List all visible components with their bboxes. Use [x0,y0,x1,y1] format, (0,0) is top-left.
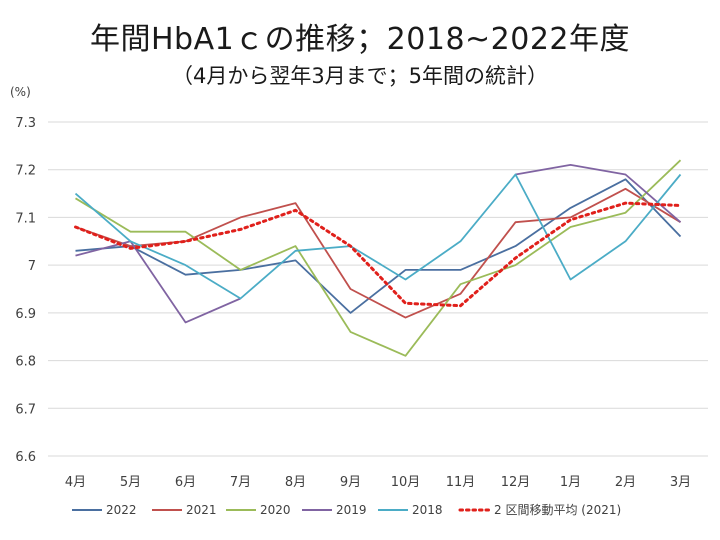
x-tick-label: 4月 [65,475,86,490]
series-line [75,187,681,319]
y-axis-unit: (%) [10,85,31,99]
y-tick-labels: 6.6 6.7 6.8 6.9 7 7.1 7.2 7.3 [15,116,36,465]
legend-label: 2018 [412,503,443,517]
chart-title: 年間HbA1ｃの推移；2018~2022年度 [89,22,631,57]
y-tick-label: 7.1 [15,211,36,226]
x-tick-label: 12月 [501,475,531,490]
legend-label: 2022 [106,503,137,517]
series-line [74,201,682,308]
legend: 2022 2021 2020 2019 2018 2 区間移動平均 (2021) [72,503,621,517]
x-tick-label: 2月 [615,475,636,490]
y-tick-label: 6.9 [15,307,36,322]
y-tick-label: 7.3 [15,116,36,131]
series-line [75,240,241,324]
x-tick-label: 10月 [391,475,421,490]
chart-subtitle: （4月から翌年3月まで；5年間の統計） [171,64,549,88]
x-tick-label: 8月 [285,475,306,490]
legend-label: 2 区間移動平均 (2021) [494,503,621,517]
x-tick-label: 9月 [340,475,361,490]
series-line [515,163,682,223]
series-line [74,173,682,300]
legend-label: 2020 [260,503,291,517]
legend-label: 2019 [336,503,367,517]
legend-label: 2021 [186,503,217,517]
y-tick-label: 7.2 [15,164,36,179]
y-tick-label: 6.8 [15,355,36,370]
x-tick-label: 1月 [560,475,581,490]
y-tick-label: 6.6 [15,450,36,465]
series-line [75,159,682,357]
series-lines [74,159,682,357]
x-tick-label: 11月 [446,475,476,490]
x-tick-label: 7月 [230,475,251,490]
y-tick-label: 7 [28,259,36,274]
x-tick-label: 3月 [670,475,691,490]
x-tick-label: 6月 [175,475,196,490]
x-tick-labels: 4月 5月 6月 7月 8月 9月 10月 11月 12月 1月 2月 3月 [65,475,691,490]
y-tick-label: 6.7 [15,402,36,417]
x-tick-label: 5月 [120,475,141,490]
series-line [75,178,682,314]
